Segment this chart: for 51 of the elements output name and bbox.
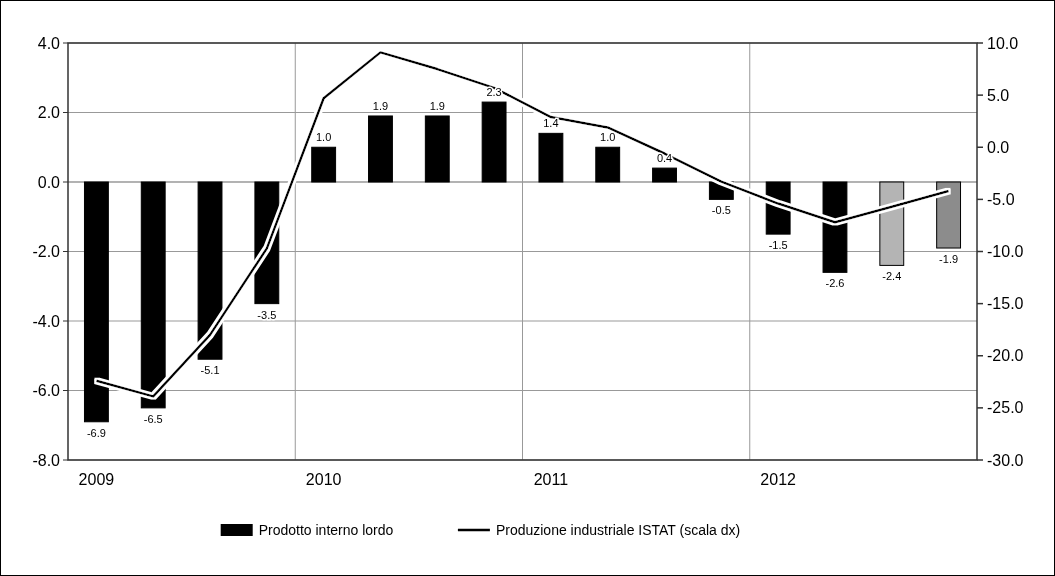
y2-tick-label: -5.0 xyxy=(987,190,1015,208)
bar xyxy=(311,146,337,183)
x-tick-label: 2010 xyxy=(305,471,342,488)
legend-label: Prodotto interno lordo xyxy=(258,521,394,538)
bar xyxy=(424,115,450,183)
y2-tick-label: 5.0 xyxy=(987,86,1010,104)
y2-tick-label: -15.0 xyxy=(987,295,1024,313)
y-tick-label: 2.0 xyxy=(37,104,61,122)
bar xyxy=(368,115,393,183)
bar xyxy=(538,132,564,183)
data-label: -2.4 xyxy=(882,270,902,283)
y2-tick-label: -30.0 xyxy=(987,451,1024,469)
data-label: -1.9 xyxy=(939,253,959,266)
bar xyxy=(254,181,280,305)
bar xyxy=(822,181,848,273)
data-label: 2.3 xyxy=(486,86,502,99)
data-label: -5.1 xyxy=(200,364,220,377)
y2-tick-label: 0.0 xyxy=(987,138,1010,156)
bar xyxy=(481,101,507,183)
data-label: -6.5 xyxy=(143,412,163,425)
data-label: -3.5 xyxy=(257,308,277,321)
x-tick-label: 2009 xyxy=(78,471,115,488)
y-tick-label: -4.0 xyxy=(32,312,61,330)
y-tick-label: 4.0 xyxy=(37,34,61,52)
y-tick-label: 0.0 xyxy=(37,173,61,191)
data-label: -0.5 xyxy=(711,204,731,217)
bar xyxy=(197,181,223,360)
y-tick-label: -2.0 xyxy=(32,243,61,261)
y-tick-label: -8.0 xyxy=(32,451,61,469)
data-label: 1.0 xyxy=(316,131,332,144)
legend-label: Produzione industriale ISTAT (scala dx) xyxy=(495,521,741,538)
bar xyxy=(879,181,905,266)
y2-tick-label: -20.0 xyxy=(987,347,1024,365)
x-tick-label: 2011 xyxy=(533,471,569,488)
y2-tick-label: -10.0 xyxy=(987,243,1024,261)
data-label: -2.6 xyxy=(825,277,845,290)
y2-tick-label: -25.0 xyxy=(987,399,1024,417)
bar xyxy=(765,181,791,235)
data-label: 1.9 xyxy=(429,99,445,112)
data-label: 0.4 xyxy=(656,152,673,165)
data-label: -6.9 xyxy=(86,426,106,439)
y-tick-label: -6.0 xyxy=(32,382,61,400)
bar xyxy=(595,146,621,183)
data-label: 1.0 xyxy=(600,131,616,144)
x-tick-label: 2012 xyxy=(760,471,797,488)
data-label: -1.5 xyxy=(768,239,788,252)
data-label: 1.9 xyxy=(372,99,389,112)
bar xyxy=(652,167,677,183)
data-label: 1.4 xyxy=(543,117,559,130)
bar xyxy=(708,181,734,200)
y2-tick-label: 10.0 xyxy=(987,34,1019,52)
